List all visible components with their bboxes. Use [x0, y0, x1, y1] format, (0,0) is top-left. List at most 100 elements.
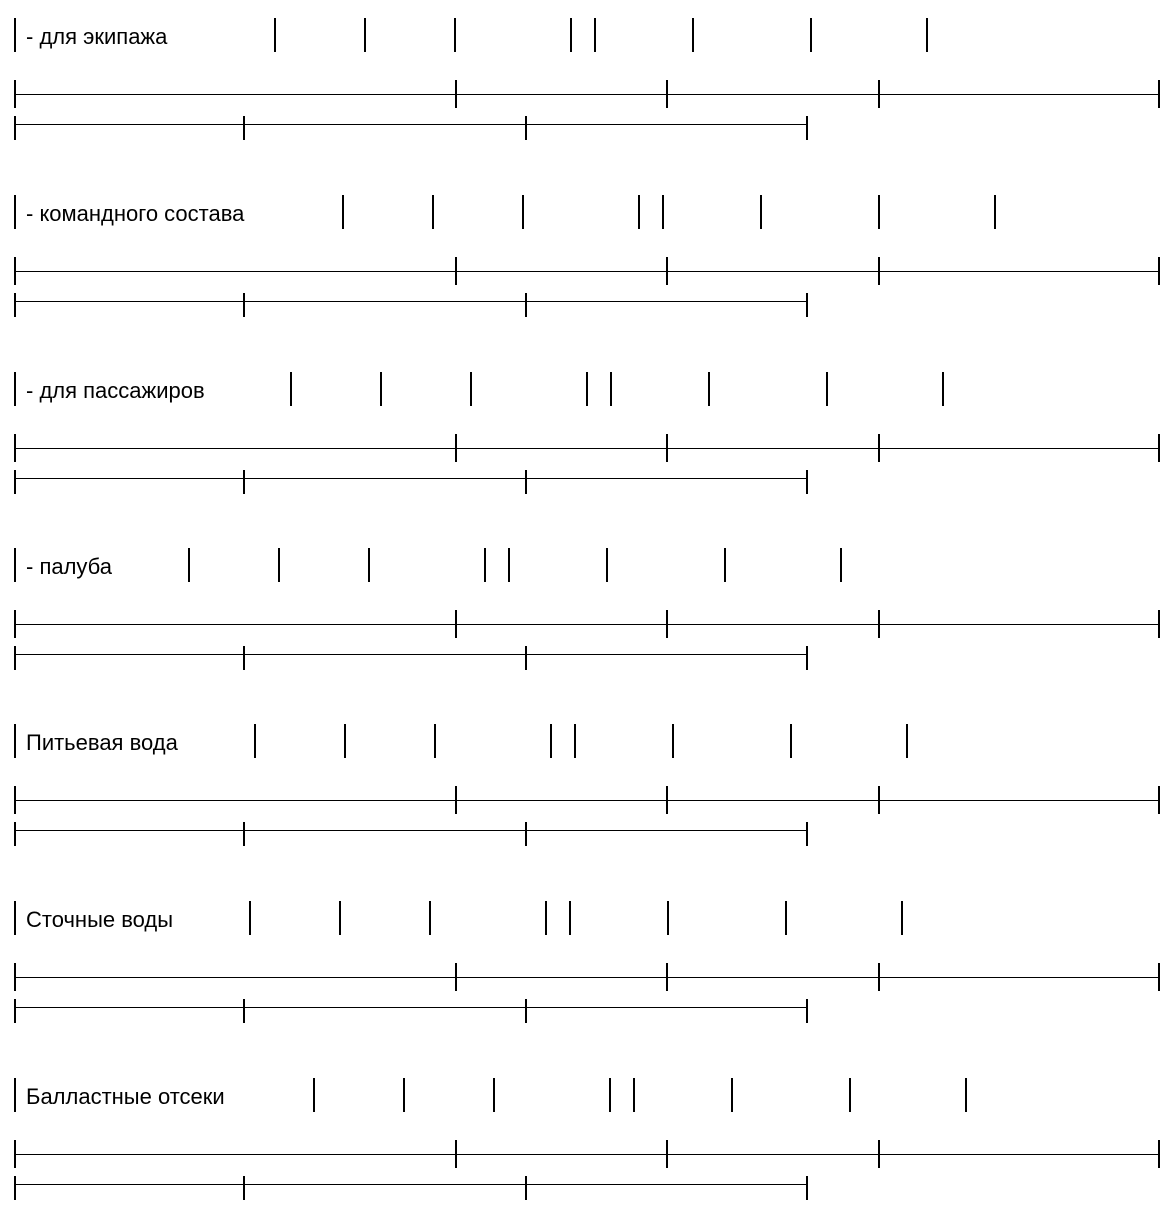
- rule-separator: [243, 116, 245, 140]
- rule-separator: [878, 786, 880, 814]
- rule-separator: [243, 470, 245, 494]
- column-tick: [994, 195, 996, 229]
- column-tick: [470, 372, 472, 406]
- column-tick: [906, 724, 908, 758]
- form-row: - для пассажиров: [0, 362, 1169, 522]
- column-tick: [432, 195, 434, 229]
- column-tick: [574, 724, 576, 758]
- form-row: - командного состава: [0, 185, 1169, 345]
- row-label: - палуба: [26, 554, 113, 579]
- label-left-bar: [14, 548, 16, 582]
- rule-separator: [14, 257, 16, 285]
- column-tick: [493, 1078, 495, 1112]
- column-tick: [339, 901, 341, 935]
- rule-line: [14, 301, 807, 302]
- column-tick: [508, 548, 510, 582]
- column-tick: [429, 901, 431, 935]
- rule-separator: [1158, 786, 1160, 814]
- column-tick: [364, 18, 366, 52]
- rule-separator: [243, 999, 245, 1023]
- rule-line: [14, 448, 1160, 449]
- rule-separator: [525, 822, 527, 846]
- column-tick: [188, 548, 190, 582]
- rule-separator: [14, 999, 16, 1023]
- column-tick: [926, 18, 928, 52]
- column-tick: [342, 195, 344, 229]
- row-label: - командного состава: [26, 201, 245, 226]
- column-tick: [249, 901, 251, 935]
- rule-separator: [14, 786, 16, 814]
- rule-separator: [1158, 610, 1160, 638]
- column-tick: [609, 1078, 611, 1112]
- rule-separator: [14, 1176, 16, 1200]
- rule-separator: [243, 822, 245, 846]
- label-left-bar: [14, 18, 16, 52]
- column-tick: [484, 548, 486, 582]
- rule-separator: [806, 470, 808, 494]
- rule-separator: [455, 257, 457, 285]
- rule-separator: [455, 963, 457, 991]
- column-tick: [633, 1078, 635, 1112]
- column-tick: [849, 1078, 851, 1112]
- column-tick: [550, 724, 552, 758]
- column-tick: [274, 18, 276, 52]
- column-tick: [569, 901, 571, 935]
- rule-separator: [1158, 434, 1160, 462]
- rule-separator: [243, 293, 245, 317]
- form-row: - палуба: [0, 538, 1169, 698]
- column-tick: [667, 901, 669, 935]
- column-tick: [942, 372, 944, 406]
- rule-separator: [666, 80, 668, 108]
- rule-separator: [666, 610, 668, 638]
- rule-separator: [878, 610, 880, 638]
- column-tick: [545, 901, 547, 935]
- label-left-bar: [14, 901, 16, 935]
- rule-separator: [243, 646, 245, 670]
- column-tick: [731, 1078, 733, 1112]
- rule-line: [14, 124, 807, 125]
- column-tick: [708, 372, 710, 406]
- form-row: Балластные отсеки: [0, 1068, 1169, 1228]
- rule-separator: [806, 116, 808, 140]
- rule-separator: [878, 434, 880, 462]
- column-tick: [810, 18, 812, 52]
- column-tick: [380, 372, 382, 406]
- column-tick: [692, 18, 694, 52]
- rule-separator: [525, 470, 527, 494]
- row-label: Балластные отсеки: [26, 1084, 225, 1109]
- rule-line: [14, 1184, 807, 1185]
- rule-separator: [666, 434, 668, 462]
- label-left-bar: [14, 724, 16, 758]
- column-tick: [662, 195, 664, 229]
- rule-line: [14, 977, 1160, 978]
- column-tick: [313, 1078, 315, 1112]
- row-label: Сточные воды: [26, 907, 174, 932]
- column-tick: [840, 548, 842, 582]
- rule-separator: [14, 293, 16, 317]
- rule-separator: [455, 786, 457, 814]
- column-tick: [790, 724, 792, 758]
- rule-separator: [878, 1140, 880, 1168]
- column-tick: [434, 724, 436, 758]
- column-tick: [724, 548, 726, 582]
- column-tick: [606, 548, 608, 582]
- rule-separator: [806, 293, 808, 317]
- rule-separator: [666, 257, 668, 285]
- rule-line: [14, 624, 1160, 625]
- rule-separator: [1158, 80, 1160, 108]
- rule-separator: [525, 293, 527, 317]
- rule-separator: [1158, 257, 1160, 285]
- column-tick: [586, 372, 588, 406]
- rule-separator: [14, 116, 16, 140]
- column-tick: [368, 548, 370, 582]
- rule-separator: [806, 646, 808, 670]
- rule-line: [14, 830, 807, 831]
- column-tick: [785, 901, 787, 935]
- rule-separator: [878, 80, 880, 108]
- rule-separator: [14, 434, 16, 462]
- rule-line: [14, 1007, 807, 1008]
- rule-separator: [878, 963, 880, 991]
- rule-separator: [878, 257, 880, 285]
- rule-separator: [806, 822, 808, 846]
- column-tick: [570, 18, 572, 52]
